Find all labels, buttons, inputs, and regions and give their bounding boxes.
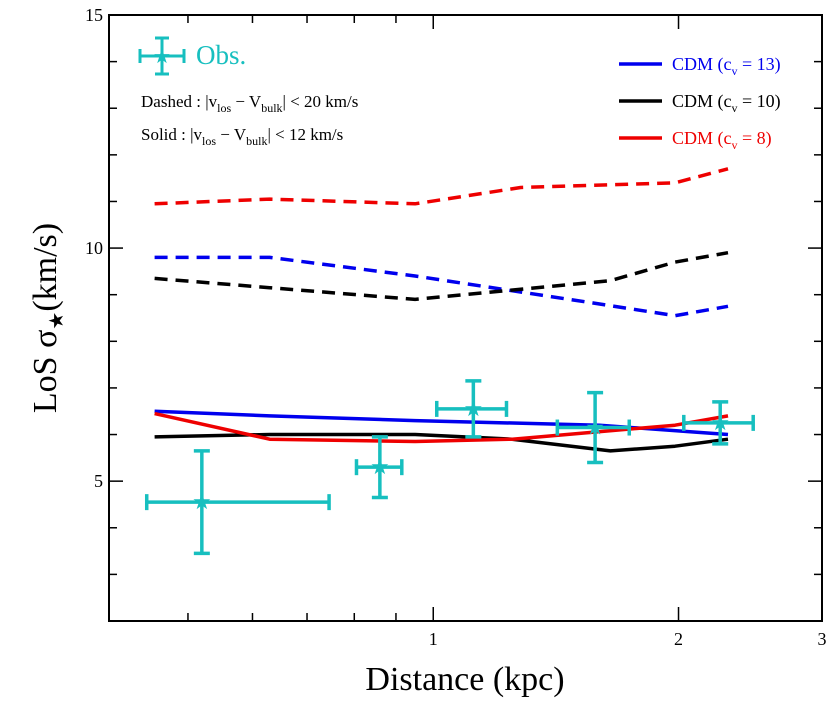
series-line-black-dashed bbox=[154, 250, 729, 302]
obs-star-marker: ★ bbox=[463, 396, 483, 421]
solid-note-prefix: Solid : |v bbox=[141, 125, 203, 144]
series-line-blue-dashed bbox=[154, 255, 729, 318]
obs-legend: ★ Obs. bbox=[138, 36, 246, 76]
x-axis-title: Distance (kpc) bbox=[365, 661, 564, 698]
legend-label-main: CDM (c bbox=[672, 91, 732, 112]
solid-note-bulk: bulk bbox=[246, 134, 267, 148]
y-axis-title-sub: ★ bbox=[46, 312, 68, 330]
y-tick-label: 15 bbox=[85, 5, 103, 25]
observations: ★ ★ ★ ★ ★ bbox=[144, 379, 755, 556]
solid-note: Solid : |vlos − Vbulk| < 12 km/s bbox=[141, 125, 343, 148]
model-legend: CDM (cv = 13)CDM (cv = 10)CDM (cv = 8) bbox=[619, 54, 781, 152]
x-tick-label: 3 bbox=[818, 629, 827, 649]
series-line-black-solid bbox=[154, 432, 729, 453]
dashed-note-bulk: bulk bbox=[261, 101, 282, 115]
obs-star-marker: ★ bbox=[585, 415, 605, 440]
obs-legend-star: ★ bbox=[153, 46, 171, 68]
obs-point-1: ★ bbox=[144, 449, 331, 556]
model-series bbox=[154, 167, 729, 453]
legend-label-main: CDM (c bbox=[672, 128, 732, 149]
dashed-note-tail: | < 20 km/s bbox=[283, 92, 359, 111]
y-tick-label: 5 bbox=[94, 471, 103, 491]
plot-frame bbox=[108, 14, 823, 622]
solid-note-los: los bbox=[202, 134, 216, 148]
legend-label-sub: v bbox=[732, 101, 738, 115]
y-axis-title-unit: (km/s) bbox=[27, 223, 64, 312]
y-axis-title-main: LoS σ bbox=[27, 330, 64, 414]
legend-label-blue: CDM (cv = 13) bbox=[672, 54, 781, 78]
legend-label-sub: v bbox=[732, 64, 738, 78]
dashed-note-minus: − V bbox=[231, 92, 262, 111]
obs-point-5: ★ bbox=[682, 400, 755, 446]
dashed-note-los: los bbox=[217, 101, 231, 115]
obs-point-3: ★ bbox=[435, 379, 509, 439]
solid-note-tail: | < 12 km/s bbox=[267, 125, 343, 144]
solid-note-minus: − V bbox=[216, 125, 247, 144]
legend-label-main: CDM (c bbox=[672, 54, 732, 75]
legend-label-tail: = 8) bbox=[738, 128, 772, 149]
obs-star-marker: ★ bbox=[370, 454, 390, 479]
obs-point-4: ★ bbox=[555, 390, 631, 465]
obs-star-marker: ★ bbox=[710, 410, 730, 435]
axis-ticks: 5 10 15 1 2 3 bbox=[85, 5, 827, 649]
obs-star-marker: ★ bbox=[192, 489, 212, 514]
y-tick-label: 10 bbox=[85, 238, 103, 258]
legend-label-black: CDM (cv = 10) bbox=[672, 91, 781, 115]
legend-label-red: CDM (cv = 8) bbox=[672, 128, 772, 152]
obs-legend-label: Obs. bbox=[196, 40, 246, 70]
legend-label-sub: v bbox=[732, 138, 738, 152]
x-tick-label: 1 bbox=[429, 629, 438, 649]
y-axis-title: LoS σ★(km/s) bbox=[27, 223, 68, 413]
legend-label-tail: = 10) bbox=[738, 91, 781, 112]
series-line-red-dashed bbox=[154, 167, 729, 206]
dashed-note: Dashed : |vlos − Vbulk| < 20 km/s bbox=[141, 92, 358, 115]
legend-label-tail: = 13) bbox=[738, 54, 781, 75]
dashed-note-prefix: Dashed : |v bbox=[141, 92, 218, 111]
obs-point-2: ★ bbox=[354, 435, 404, 500]
x-tick-label: 2 bbox=[674, 629, 683, 649]
